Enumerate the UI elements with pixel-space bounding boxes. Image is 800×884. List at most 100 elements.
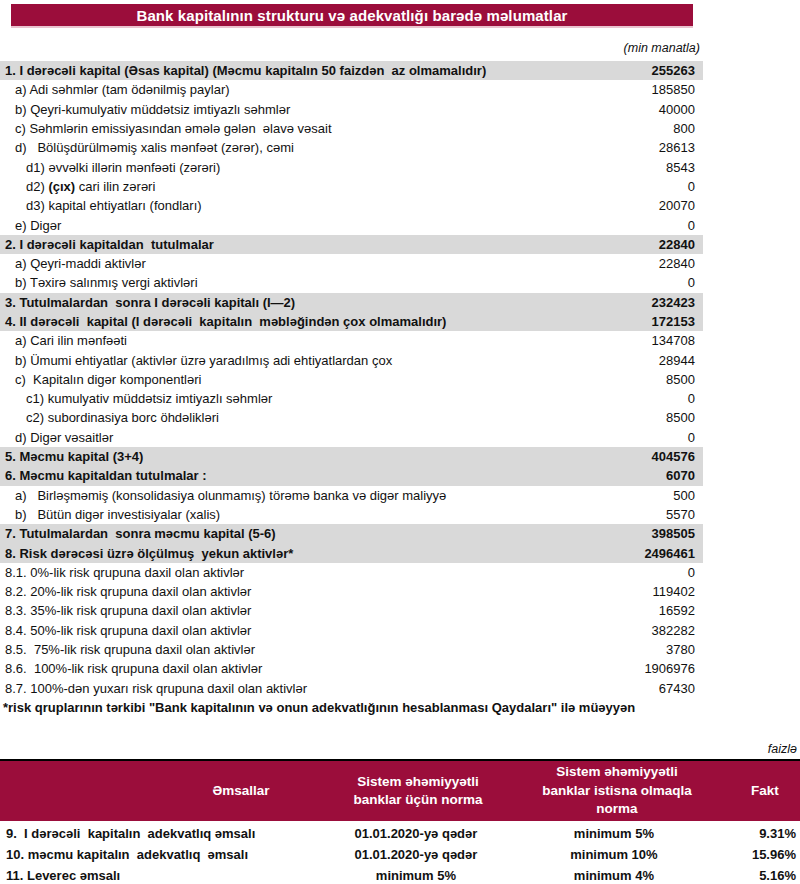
row-value: 185850: [652, 83, 703, 96]
table-row: d) Digər vəsaitlər0: [0, 428, 703, 447]
row-value: 404576: [652, 450, 703, 463]
row-value: 67430: [659, 682, 703, 695]
table-row: c) Kapitalın digər komponentləri 8500: [0, 370, 703, 389]
row-value: 119402: [653, 585, 703, 598]
ratios-body: 9. I dərəcəli kapitalın adekvatlıq əmsal…: [0, 823, 800, 884]
row-label: 8.4. 50%-lik risk qrupuna daxil olan akt…: [0, 624, 251, 637]
row-label: b) Təxirə salınmış vergi aktivləri: [0, 276, 198, 289]
row-value: 0: [688, 180, 703, 193]
table-row: a) Adi səhmlər (tam ödənilmiş paylar) 185…: [0, 80, 703, 99]
ratio-systemic-norm: 01.01.2020-yə qədər: [330, 826, 501, 841]
row-value: 2496461: [644, 547, 703, 560]
table-row: e) Digər 0: [0, 215, 703, 234]
document-title-bar: Bank kapitalının strukturu və adekvatlığ…: [11, 4, 693, 28]
row-label: c1) kumulyativ müddətsiz imtiyazlı səhml…: [0, 392, 272, 405]
row-label: a) Adi səhmlər (tam ödənilmiş paylar): [0, 83, 230, 96]
ratios-header-amsallar: Əmsallar: [0, 782, 332, 800]
table-row: 5. Məcmu kapital (3+4) 404576: [0, 447, 703, 466]
table-row: 8.5. 75%-lik risk qrupuna daxil olan akt…: [0, 640, 703, 659]
row-value: 8500: [666, 411, 703, 424]
row-value: 398505: [652, 527, 703, 540]
table-row: b) Bütün digər investisiyalar (xalis) 557…: [0, 505, 703, 524]
percent-note: faizlə: [0, 742, 797, 757]
table-row: 8.7. 100%-dən yuxarı risk qrupuna daxil …: [0, 679, 703, 698]
row-value: 22840: [659, 257, 703, 270]
row-value: 0: [688, 219, 703, 232]
row-label: 2. I dərəcəli kapitaldan tutulmalar: [0, 238, 214, 251]
row-label: 4. II dərəcəli kapital (I dərəcəli kapit…: [0, 315, 446, 328]
row-label: d1) əvvəlki illərin mənfəəti (zərəri): [0, 161, 220, 174]
ratio-row: 9. I dərəcəli kapitalın adekvatlıq əmsal…: [0, 823, 800, 844]
ratio-non-systemic-norm: minimum 4%: [502, 868, 727, 883]
table-row: 3. Tutulmalardan sonra I dərəcəli kapita…: [0, 293, 703, 312]
page-title: Bank kapitalının strukturu və adekvatlığ…: [136, 7, 567, 24]
table-row: 7. Tutulmalardan sonra məcmu kapital (5-…: [0, 524, 703, 543]
row-value: 22840: [659, 238, 703, 251]
row-label: 8.3. 35%-lik risk qrupuna daxil olan akt…: [0, 604, 251, 617]
table-row: c1) kumulyativ müddətsiz imtiyazlı səhml…: [0, 389, 703, 408]
footnote: *risk qruplarının tərkibi "Bank kapitalı…: [0, 698, 703, 718]
row-value: 232423: [652, 296, 703, 309]
row-label: d3) kapital ehtiyatları (fondları): [0, 199, 202, 212]
ratios-header-systemic-norm: Sistem əhəmiyyətli banklar üçün norma: [332, 773, 504, 809]
ratio-row: 11. Leverec əmsalıminimum 5%minimum 4%5.…: [0, 865, 800, 884]
row-value: 0: [688, 566, 703, 579]
row-label: b) Bütün digər investisiyalar (xalis): [0, 508, 220, 521]
row-value: 500: [673, 489, 703, 502]
ratio-row: 10. məcmu kapitalın adekvatlıq əmsalı01.…: [0, 844, 800, 865]
ratio-fact: 15.96%: [726, 847, 800, 862]
row-label: 8.2. 20%-lik risk qrupuna daxil olan akt…: [0, 585, 251, 598]
row-label: 8. Risk dərəcəsi üzrə ölçülmuş yekun akt…: [0, 547, 293, 560]
row-value: 1906976: [644, 662, 703, 675]
row-value: 172153: [652, 315, 703, 328]
row-value: 0: [688, 276, 703, 289]
capital-ratios-table: Əmsallar Sistem əhəmiyyətli banklar üçün…: [0, 761, 800, 884]
table-row: 8.4. 50%-lik risk qrupuna daxil olan akt…: [0, 621, 703, 640]
row-value: 800: [673, 122, 703, 135]
table-row: 8.3. 35%-lik risk qrupuna daxil olan akt…: [0, 601, 703, 620]
row-value: 28613: [659, 141, 703, 154]
row-value: 0: [688, 392, 703, 405]
row-label: 3. Tutulmalardan sonra I dərəcəli kapita…: [0, 296, 295, 309]
table-row: 1. I dərəcəli kapital (Əsas kapital) (Mə…: [0, 61, 703, 80]
table-row: a) Birləşməmiş (konsolidasiya olunmamış)…: [0, 486, 703, 505]
ratio-non-systemic-norm: minimum 5%: [502, 826, 727, 841]
table-row: a) Qeyri-maddi aktivlər 22840: [0, 254, 703, 273]
capital-structure-table: 1. I dərəcəli kapital (Əsas kapital) (Mə…: [0, 61, 703, 718]
row-label: b) Qeyri-kumulyativ müddətsiz imtiyazlı …: [0, 103, 290, 116]
table-row: 8.1. 0%-lik risk qrupuna daxil olan akti…: [0, 563, 703, 582]
row-label: 8.6. 100%-lik risk qrupuna daxil olan ak…: [0, 662, 262, 675]
ratio-fact: 5.16%: [726, 868, 800, 883]
table-row: d3) kapital ehtiyatları (fondları)20070: [0, 196, 703, 215]
row-label: b) Ümumi ehtiyatlar (aktivlər üzrə yarad…: [0, 354, 392, 367]
row-label: c2) subordinasiya borc öhdəlikləri: [0, 411, 219, 424]
row-label: e) Digər: [0, 219, 61, 232]
table-row: 4. II dərəcəli kapital (I dərəcəli kapit…: [0, 312, 703, 331]
row-value: 3780: [666, 643, 703, 656]
row-label: c) Səhmlərin emissiyasından əmələ gələn …: [0, 122, 332, 135]
ratios-header-fact: Fakt: [730, 782, 800, 800]
table-row: b) Təxirə salınmış vergi aktivləri 0: [0, 273, 703, 292]
ratio-systemic-norm: minimum 5%: [330, 868, 501, 883]
row-label: a) Birləşməmiş (konsolidasiya olunmamış)…: [0, 489, 446, 502]
table-row: 8. Risk dərəcəsi üzrə ölçülmuş yekun akt…: [0, 543, 703, 562]
row-label: a) Cari ilin mənfəəti: [0, 334, 127, 347]
ratio-non-systemic-norm: minimum 10%: [502, 847, 727, 862]
table-row: c) Səhmlərin emissiyasından əmələ gələn …: [0, 119, 703, 138]
table-row: 6. Məcmu kapitaldan tutulmalar :6070: [0, 466, 703, 485]
ratio-systemic-norm: 01.01.2020-yə qədər: [330, 847, 501, 862]
row-value: 5570: [666, 508, 703, 521]
row-label: d) Digər vəsaitlər: [0, 431, 113, 444]
table-row: b) Qeyri-kumulyativ müddətsiz imtiyazlı …: [0, 100, 703, 119]
row-label: c) Kapitalın digər komponentləri: [0, 373, 201, 386]
row-value: 8500: [666, 373, 703, 386]
table-row: 8.6. 100%-lik risk qrupuna daxil olan ak…: [0, 659, 703, 678]
row-label: a) Qeyri-maddi aktivlər: [0, 257, 146, 270]
ratio-fact: 9.31%: [726, 826, 800, 841]
row-label: 8.5. 75%-lik risk qrupuna daxil olan akt…: [0, 643, 255, 656]
row-label: 7. Tutulmalardan sonra məcmu kapital (5-…: [0, 527, 276, 540]
row-label: 8.7. 100%-dən yuxarı risk qrupuna daxil …: [0, 682, 307, 695]
row-label: 5. Məcmu kapital (3+4): [0, 450, 143, 463]
ratios-header-row: Əmsallar Sistem əhəmiyyətli banklar üçün…: [0, 761, 800, 823]
row-label: 1. I dərəcəli kapital (Əsas kapital) (Mə…: [0, 64, 486, 77]
